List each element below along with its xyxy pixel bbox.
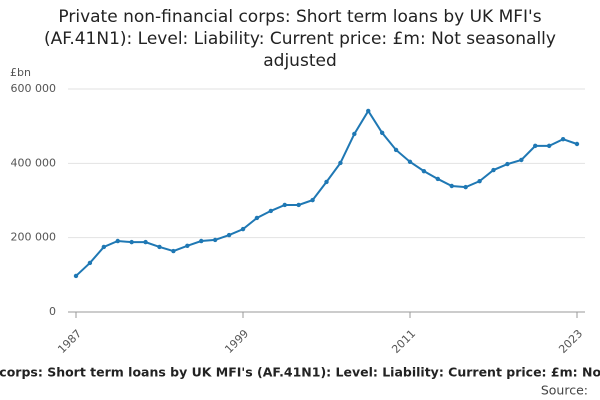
point	[73, 273, 79, 279]
point	[533, 143, 538, 149]
point	[491, 167, 496, 173]
point	[143, 239, 148, 245]
y-tick-label: 600 000	[11, 82, 57, 95]
point	[421, 168, 427, 174]
point	[505, 161, 510, 167]
point	[379, 130, 385, 136]
point	[199, 238, 204, 244]
point	[574, 141, 580, 147]
point	[449, 183, 454, 189]
x-tick-label: 1999	[222, 327, 251, 356]
point	[310, 197, 315, 203]
point	[519, 157, 524, 163]
point	[87, 260, 93, 266]
y-tick-label: 200 000	[11, 231, 57, 244]
point	[240, 226, 246, 232]
point	[129, 239, 134, 245]
source: Source:	[541, 383, 588, 398]
x-tick-label: 2023	[556, 327, 585, 356]
point	[282, 202, 287, 208]
y-tick-label: 0	[49, 305, 56, 318]
point	[101, 244, 107, 250]
chart-title: Private non-financial corps: Short term …	[44, 7, 556, 71]
point	[546, 143, 552, 149]
point	[268, 208, 274, 214]
point	[366, 108, 371, 114]
point	[463, 184, 468, 190]
x-tick-label: 1987	[55, 327, 84, 356]
point	[560, 136, 566, 142]
point	[157, 244, 162, 250]
point	[324, 179, 329, 185]
point	[407, 159, 413, 165]
point	[393, 147, 399, 153]
point	[477, 178, 482, 184]
y-tick-label: 400 000	[11, 156, 57, 169]
point	[352, 131, 357, 137]
point	[254, 215, 260, 221]
line	[75, 109, 578, 277]
point	[185, 243, 190, 249]
y-axis-label: £bn	[10, 66, 31, 79]
point	[338, 160, 343, 166]
point	[115, 238, 120, 244]
point	[226, 232, 232, 238]
point	[435, 176, 441, 182]
footer-title: Private non-financial corps: Short term …	[0, 365, 600, 380]
point	[212, 237, 218, 243]
x-tick-label: 2011	[389, 327, 418, 356]
point	[171, 248, 176, 254]
point	[296, 202, 301, 208]
